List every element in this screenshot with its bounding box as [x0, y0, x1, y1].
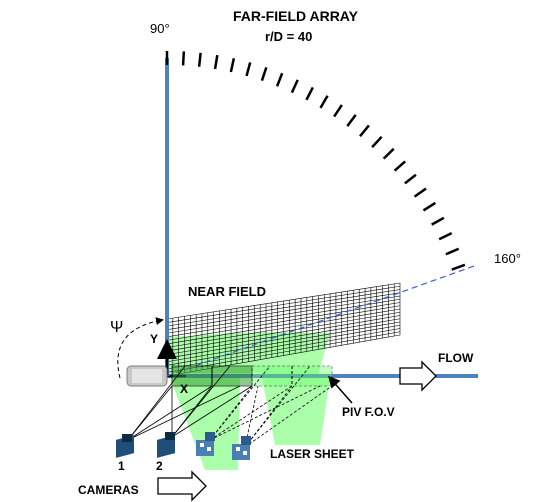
far-field-microphone-tick — [319, 95, 329, 109]
grid-line-horizontal — [166, 311, 401, 352]
far-field-subtitle: r/D = 40 — [265, 29, 312, 44]
cameras-arrow-icon — [157, 470, 207, 502]
far-field-microphone-tick — [213, 54, 219, 70]
radius-dashed-line — [166, 265, 475, 377]
grid-line-horizontal — [166, 324, 401, 366]
piv-fov-pointer — [328, 375, 353, 404]
y-axis-label: Y — [150, 332, 158, 346]
camera-2-icon — [157, 432, 175, 458]
far-field-microphone-tick — [245, 62, 252, 77]
grid-line-horizontal — [166, 321, 401, 363]
x-axis-label: X — [180, 382, 188, 396]
piv-fov-label: PIV F.O.V — [342, 405, 395, 419]
far-field-microphone-tick — [260, 66, 268, 82]
far-field-microphone-tick — [359, 124, 370, 138]
grid-line-horizontal — [166, 302, 401, 341]
cameras-label: CAMERAS — [78, 483, 139, 497]
far-field-microphone-tick — [382, 147, 395, 160]
far-field-microphone-tick — [290, 79, 299, 94]
grid-line-horizontal — [166, 318, 401, 359]
far-field-microphone-tick — [413, 187, 427, 198]
far-field-microphone-tick — [333, 104, 343, 118]
far-field-microphone-tick — [422, 201, 436, 212]
camera-view-lines — [127, 365, 253, 441]
laser-sheet-label: LASER SHEET — [270, 447, 355, 461]
psi-arc — [117, 317, 164, 379]
flow-label: FLOW — [438, 351, 474, 365]
far-field-microphone-tick — [346, 114, 357, 127]
grid-line-horizontal — [166, 282, 401, 320]
far-field-microphone-tick — [393, 160, 406, 172]
grid-line-horizontal — [166, 289, 401, 327]
angle-end-label: 160° — [494, 251, 521, 266]
camera-1-label: 1 — [118, 459, 125, 473]
psi-label: Ψ — [110, 319, 123, 336]
camera-2-label: 2 — [156, 459, 163, 473]
far-field-title: FAR-FIELD ARRAY — [233, 8, 359, 24]
far-field-microphone-tick — [438, 231, 453, 241]
far-field-array-ticks — [165, 51, 466, 271]
far-field-microphone-tick — [229, 58, 236, 73]
far-field-microphone-tick — [451, 263, 466, 271]
camera-3-icon — [196, 432, 215, 456]
grid-line-horizontal — [166, 285, 401, 323]
grid-line-horizontal — [166, 292, 401, 330]
far-field-microphone-tick — [404, 173, 417, 185]
grid-line-horizontal — [166, 305, 401, 345]
nozzle — [126, 365, 168, 387]
far-field-microphone-tick — [197, 52, 202, 67]
flow-arrow-icon — [399, 360, 437, 392]
near-field-grid — [166, 282, 401, 377]
grid-line-horizontal — [166, 298, 401, 338]
grid-line-horizontal — [166, 308, 401, 348]
far-field-microphone-tick — [431, 216, 445, 226]
piv-fov-boxes — [171, 365, 333, 387]
far-field-microphone-tick — [181, 51, 186, 66]
camera-1-icon — [116, 434, 134, 458]
far-field-microphone-tick — [445, 247, 460, 256]
far-field-microphone-tick — [275, 72, 284, 87]
far-field-microphone-tick — [371, 135, 383, 148]
far-field-microphone-tick — [305, 86, 314, 101]
camera-4-icon — [232, 436, 251, 460]
grid-line-horizontal — [166, 315, 401, 355]
near-field-label: NEAR FIELD — [188, 284, 266, 299]
camera-view-lines-dashed — [209, 365, 333, 448]
grid-line-horizontal — [166, 295, 401, 334]
angle-start-label: 90° — [150, 21, 170, 36]
